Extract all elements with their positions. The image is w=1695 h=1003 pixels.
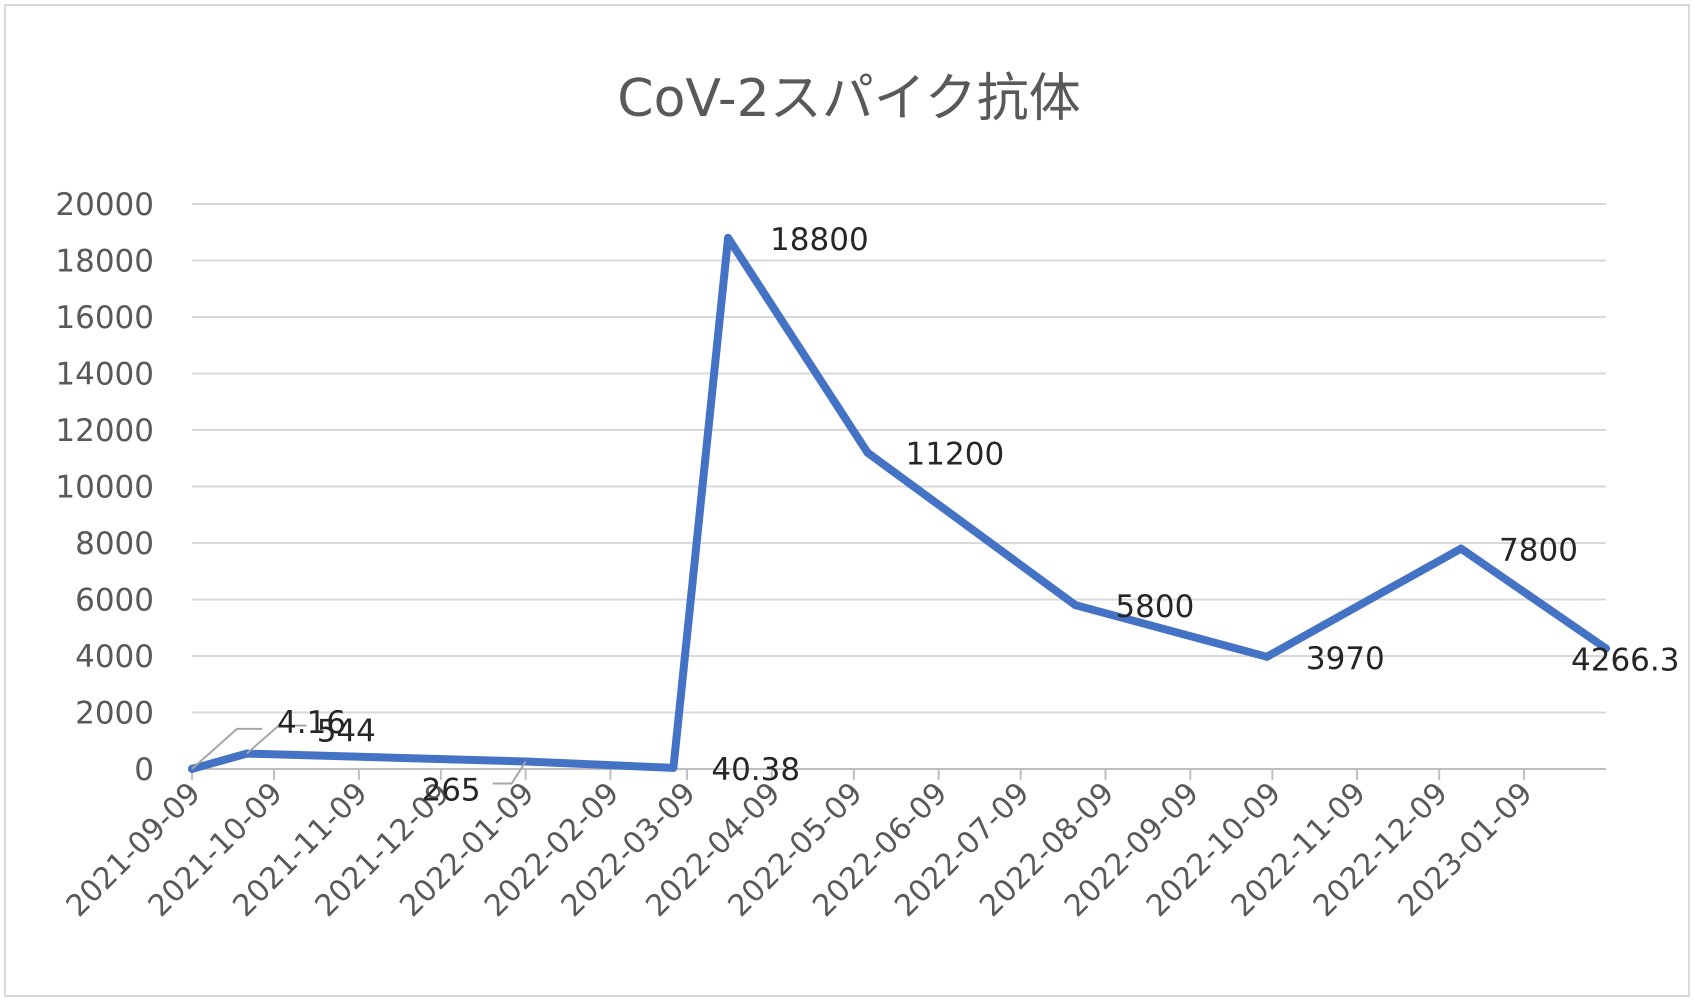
- y-tick-label: 20000: [55, 187, 154, 223]
- line-chart: CoV-2スパイク抗体 0 2000 4000 6000 8000 10000 12000 1…: [55, 69, 1679, 924]
- y-tick-label: 6000: [75, 583, 154, 619]
- x-tick-labels: 2021-09-092021-10-092021-11-092021-12-09…: [60, 776, 1540, 924]
- data-point: [1457, 544, 1466, 553]
- data-label: 4.16: [277, 705, 346, 741]
- data-point: [669, 763, 678, 772]
- y-axis: 0 2000 4000 6000 8000 10000 12000 14000 16000 180…: [55, 187, 154, 788]
- data-label: 11200: [906, 437, 1005, 473]
- y-tick-label: 12000: [55, 413, 154, 449]
- y-tick-label: 10000: [55, 470, 154, 506]
- data-point: [1602, 644, 1610, 653]
- leader-lines: [191, 724, 527, 785]
- data-point: [863, 448, 872, 457]
- y-tick-label: 18000: [55, 244, 154, 280]
- data-label: 5800: [1115, 589, 1194, 625]
- data-label: 18800: [770, 222, 869, 258]
- data-label: 265: [421, 773, 480, 809]
- x-axis: [191, 768, 1606, 780]
- data-label: 40.38: [711, 752, 800, 788]
- leader-line: [492, 760, 527, 785]
- chart-title: CoV-2スパイク抗体: [617, 69, 1080, 129]
- data-label: 4266.3: [1571, 642, 1679, 678]
- data-label: 544: [317, 714, 376, 750]
- y-tick-label: 8000: [75, 526, 154, 562]
- gridlines: [192, 203, 1606, 714]
- data-label: 7800: [1499, 533, 1578, 569]
- y-tick-label: 4000: [75, 639, 154, 675]
- series-line: [188, 233, 1610, 773]
- y-tick-label: 2000: [75, 696, 154, 732]
- data-point: [1071, 601, 1080, 610]
- data-point: [724, 233, 733, 242]
- y-tick-label: 14000: [55, 357, 154, 393]
- data-point: [1262, 652, 1271, 661]
- leader-line: [191, 727, 262, 770]
- data-label: 3970: [1306, 641, 1385, 677]
- y-tick-label: 0: [134, 752, 154, 788]
- chart-frame: CoV-2スパイク抗体 0 2000 4000 6000 8000 10000 12000 1…: [4, 4, 1690, 997]
- y-tick-label: 16000: [55, 300, 154, 336]
- series: [188, 233, 1610, 773]
- leader-line: [246, 724, 307, 755]
